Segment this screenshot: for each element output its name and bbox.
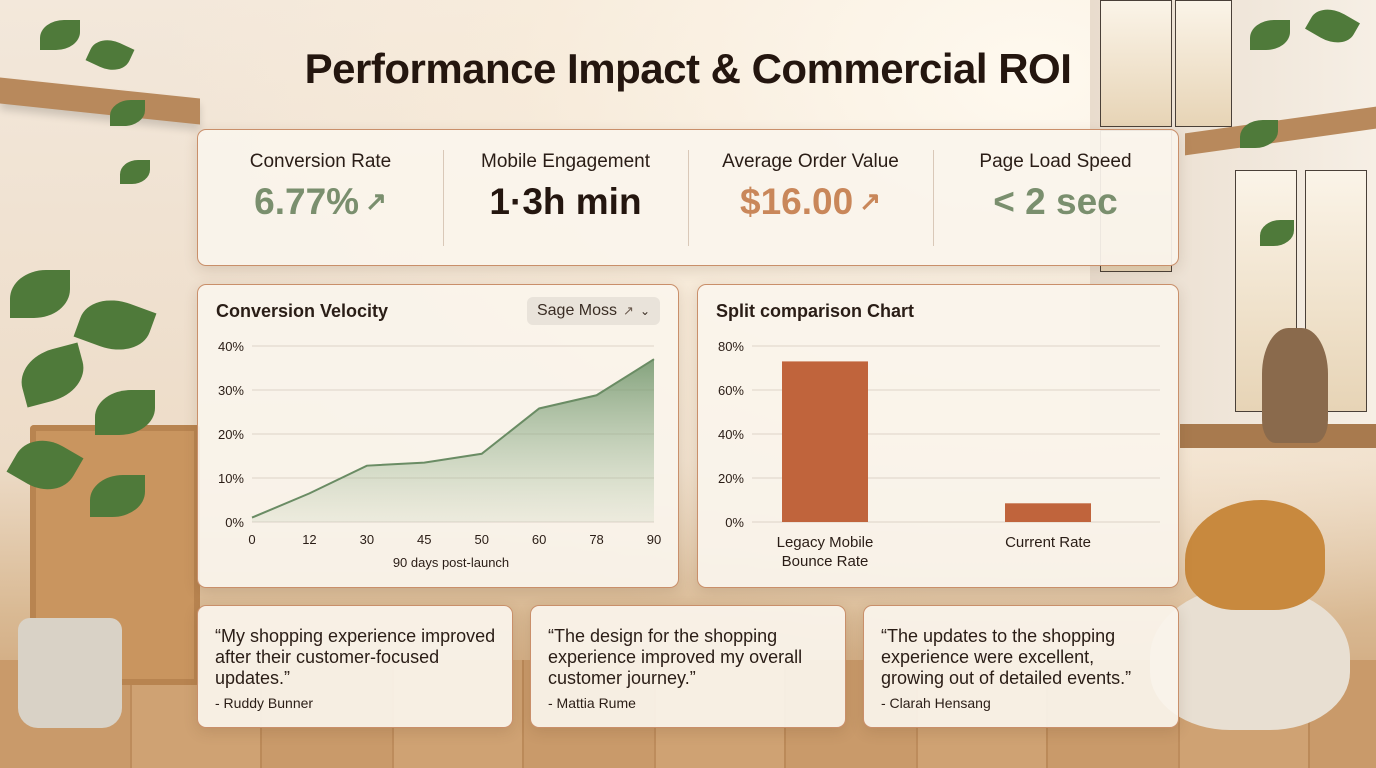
series-area — [252, 359, 654, 522]
metric-average-order-value: Average Order Value $16.00 ↗ — [688, 130, 933, 265]
x-tick-label: 30 — [360, 532, 374, 547]
y-tick-label: 0% — [225, 515, 244, 530]
x-tick-label: 90 — [647, 532, 661, 547]
y-tick-label: 20% — [218, 427, 244, 442]
chevron-down-icon: ⌄ — [639, 304, 650, 318]
background-shelf — [1185, 106, 1376, 156]
background-plant-pot — [18, 618, 122, 728]
metric-label: Mobile Engagement — [481, 151, 650, 172]
background-pouf — [1150, 585, 1350, 730]
conversion-velocity-chart: 0% 10% 20% 30% 40% 0 12 30 45 50 60 78 90 90 days pos… — [218, 339, 661, 570]
category-label: Current Rate — [1005, 534, 1091, 551]
testimonial-author: - Mattia Rume — [548, 695, 636, 711]
metrics-card: Conversion Rate 6.77% ↗ Mobile Engagement… — [197, 129, 1179, 266]
metric-value: 1·3h min — [489, 181, 642, 222]
testimonial-card: “The design for the shopping experience … — [530, 605, 846, 728]
testimonial-author: - Ruddy Bunner — [215, 695, 314, 711]
testimonial-quote: “The design for the shopping experience … — [548, 626, 803, 688]
x-tick-label: 45 — [417, 532, 431, 547]
category-label: Legacy Mobile — [777, 534, 874, 551]
page-title: Performance Impact & Commercial ROI — [304, 45, 1072, 92]
metric-value: 6.77% — [254, 181, 360, 222]
y-tick-label: 40% — [718, 427, 744, 442]
conversion-velocity-card: Conversion Velocity Sage Moss ↗ ⌄ 0% 10% 2… — [197, 284, 679, 588]
split-comparison-card: Split comparison Chart 0% 20% 40% 60% 80% Leg… — [697, 284, 1179, 588]
metric-label: Average Order Value — [722, 151, 899, 172]
bar — [782, 361, 868, 522]
category-label: Bounce Rate — [782, 553, 869, 570]
metric-page-load-speed: Page Load Speed < 2 sec — [933, 130, 1178, 265]
arrow-up-right-icon: ↗ — [859, 186, 881, 216]
x-axis-label: 90 days post-launch — [393, 555, 509, 570]
x-tick-label: 0 — [248, 532, 255, 547]
series-line — [251, 358, 655, 519]
y-tick-label: 40% — [218, 339, 244, 354]
metric-mobile-engagement: Mobile Engagement 1·3h min — [443, 130, 688, 265]
x-tick-label: 50 — [474, 532, 488, 547]
y-tick-label: 10% — [218, 471, 244, 486]
chart-title: Split comparison Chart — [716, 301, 915, 321]
dropdown-label: Sage Moss — [536, 302, 618, 319]
testimonial-quote: “The updates to the shopping experience … — [881, 626, 1132, 688]
bar — [1005, 503, 1091, 522]
metric-conversion-rate: Conversion Rate 6.77% ↗ — [198, 130, 443, 265]
metric-label: Page Load Speed — [979, 151, 1132, 172]
metric-label: Conversion Rate — [249, 151, 392, 172]
y-tick-label: 20% — [718, 471, 744, 486]
arrow-up-right-icon: ↗ — [623, 303, 634, 318]
y-tick-label: 30% — [218, 383, 244, 398]
arrow-up-right-icon: ↗ — [365, 186, 387, 216]
split-comparison-chart: 0% 20% 40% 60% 80% Legacy Mobile Bounce Rate Cu… — [718, 339, 1160, 570]
y-tick-label: 60% — [718, 383, 744, 398]
metric-value: $16.00 — [740, 181, 854, 222]
background-plant — [0, 260, 170, 620]
testimonial-quote: “My shopping experience improved after t… — [215, 626, 496, 688]
x-tick-label: 12 — [302, 532, 316, 547]
testimonial-author: - Clarah Hensang — [881, 695, 991, 711]
background-hanging-plant — [20, 10, 170, 210]
series-dropdown[interactable]: Sage Moss ↗ ⌄ — [526, 297, 660, 325]
y-tick-label: 80% — [718, 339, 744, 354]
testimonial-card: “My shopping experience improved after t… — [197, 605, 513, 728]
metric-value: < 2 sec — [993, 181, 1118, 222]
background-window-sill — [1180, 424, 1376, 448]
y-tick-label: 0% — [725, 515, 744, 530]
background-cabinet — [30, 425, 200, 685]
chart-title: Conversion Velocity — [216, 301, 389, 321]
background-cat — [1262, 328, 1328, 443]
testimonial-card: “The updates to the shopping experience … — [863, 605, 1179, 728]
x-tick-label: 78 — [589, 532, 603, 547]
background-dog — [1185, 500, 1325, 610]
x-tick-label: 60 — [532, 532, 546, 547]
